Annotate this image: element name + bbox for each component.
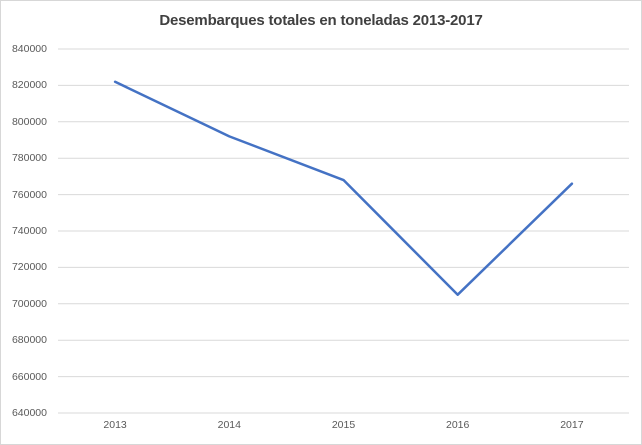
y-axis-tick-label: 680000 — [11, 334, 47, 347]
x-axis-tick-label: 2013 — [103, 419, 127, 431]
y-axis-tick-label: 800000 — [11, 115, 47, 128]
x-axis-tick-label: 2017 — [560, 419, 584, 431]
x-axis-tick-label: 2014 — [217, 419, 241, 431]
y-axis-tick-label: 840000 — [11, 43, 47, 55]
x-axis-tick-label: 2016 — [446, 419, 470, 431]
y-axis-tick-label: 760000 — [11, 188, 47, 201]
x-axis-tick-label: 2015 — [331, 419, 356, 431]
y-axis-tick-label: 660000 — [11, 370, 47, 383]
y-axis-tick-label: 640000 — [11, 407, 47, 419]
y-axis-tick-label: 700000 — [11, 297, 47, 310]
y-axis-tick-label: 720000 — [11, 261, 47, 274]
y-axis-tick-label: 740000 — [11, 225, 47, 237]
data-series-line — [113, 80, 574, 296]
chart-title: Desembarques totales en toneladas 2013-2… — [159, 12, 483, 29]
y-axis-tick-label: 780000 — [11, 152, 47, 165]
y-axis-tick-label: 820000 — [11, 79, 47, 92]
